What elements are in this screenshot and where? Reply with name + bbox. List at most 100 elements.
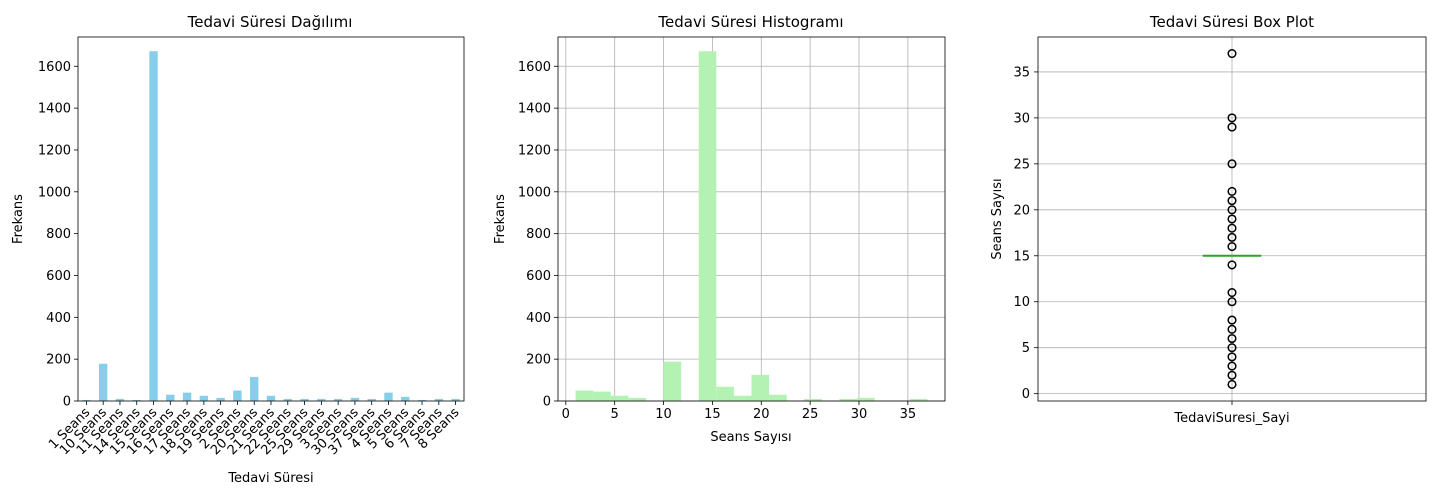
bar-4-seans [384,392,393,401]
outlier-point [1227,315,1237,325]
y-tick-label: 1600 [518,60,551,75]
histogram-bar [751,374,770,401]
histogram-bar [610,395,629,401]
x-tick-label: TedaviSuresi_Sayi [1173,411,1289,426]
outlier-point [1227,287,1237,298]
histogram-bar [575,390,594,401]
outlier-point [1227,48,1237,59]
x-tick-label: 5 [611,407,619,422]
bar-11-seans [115,398,125,401]
x-tick-label: 0 [562,407,570,422]
histogram-bar [857,397,875,401]
bar-8-seans [451,398,460,401]
y-tick-label: 10 [1013,295,1030,310]
outlier-point [1227,113,1237,123]
bar-6-seans [417,399,427,401]
y-tick-label: 1200 [38,143,71,158]
histogram-bar [716,386,734,401]
bar-1-seans [82,399,91,401]
outlier-point [1227,333,1237,344]
outlier-point [1227,343,1237,353]
x-axis-label: Tedavi Süresi [227,471,313,486]
y-axis: 0 5 10 15 20 25 30 35 [1013,65,1038,402]
outlier-point [1227,361,1237,371]
histogram-bar [593,391,611,401]
plot-frame [77,36,465,402]
bar-37-seans [367,398,376,401]
bar-10-seans [98,363,108,401]
bar-2-seans [233,390,242,401]
bar-21-seans [266,395,276,401]
y-axis: 0 200 400 600 800 1000 1200 1400 1600 [518,60,558,410]
y-tick-label: 1400 [518,102,551,117]
grid [558,37,945,402]
y-tick-label: 1200 [518,143,551,158]
bars [82,51,460,402]
x-tick-label: 25 [802,407,819,422]
histogram-bar [909,398,928,401]
y-tick-label: 1400 [38,102,71,117]
outlier-point [1227,352,1237,362]
x-axis-label: Seans Sayısı [710,430,791,445]
outlier-point [1227,159,1237,169]
x-tick-label: 15 [704,407,721,422]
y-tick-label: 600 [46,269,71,284]
y-axis-label: Frekans [11,194,26,244]
y-tick-label: 200 [526,353,551,368]
histogram-bar [839,398,858,401]
outlier-point [1227,232,1237,242]
y-axis: 0 200 400 600 800 1000 1200 1400 1600 [38,60,78,410]
outlier-point [1227,324,1237,334]
y-tick-label: 15 [1013,249,1030,264]
outlier-point [1227,196,1237,206]
histogram-bins [575,51,928,402]
bar-16-seans [166,394,175,401]
outlier-point [1227,223,1237,233]
chart-title: Tedavi Süresi Dağılımı [187,13,353,31]
x-axis: TedaviSuresi_Sayi [1173,401,1290,426]
bar-7-seans [434,398,444,401]
grid [1038,37,1426,401]
bar-3-seans [333,398,343,401]
y-tick-label: 0 [1022,387,1030,402]
bar-20-seans [250,376,259,401]
y-tick-label: 800 [46,227,71,242]
bar-14-seans [132,399,141,401]
bar-25-seans [300,398,309,401]
chart-title: Tedavi Süresi Box Plot [1149,13,1314,31]
x-tick-label: 30 [851,407,868,422]
y-tick-label: 800 [526,227,551,242]
y-tick-label: 5 [1022,341,1030,356]
y-tick-label: 0 [543,395,551,410]
bar-chart-panel: Tedavi Süresi Dağılımı 0 200 400 600 800 1000… [11,13,465,486]
x-tick-label: 35 [900,407,917,422]
y-tick-label: 0 [63,395,71,410]
bar-18-seans [199,395,209,401]
y-tick-label: 600 [526,269,551,284]
histogram-bar [733,395,752,401]
histogram-bar [804,398,822,401]
y-tick-label: 400 [46,311,71,326]
histogram-bar [663,361,682,401]
bar-15-seans [149,51,158,402]
bar-19-seans [216,397,225,401]
bar-17-seans [182,392,192,401]
bar-5-seans [401,396,410,401]
y-tick-label: 1000 [38,185,71,200]
y-tick-label: 25 [1013,157,1030,172]
y-tick-label: 35 [1013,65,1030,80]
bar-22-seans [283,398,292,401]
y-axis-label: Seans Sayısı [990,178,1005,259]
x-tick-label: 20 [753,407,770,422]
histogram-bar [628,397,646,401]
outlier-point [1227,260,1237,270]
y-tick-label: 200 [46,353,71,368]
outlier-point [1227,297,1237,307]
histogram-bar [698,51,717,402]
outlier-point [1227,214,1237,224]
y-tick-label: 1000 [518,185,551,200]
outlier-point [1227,370,1237,380]
y-tick-label: 400 [526,311,551,326]
box [1202,48,1262,390]
outlier-point [1227,242,1237,252]
